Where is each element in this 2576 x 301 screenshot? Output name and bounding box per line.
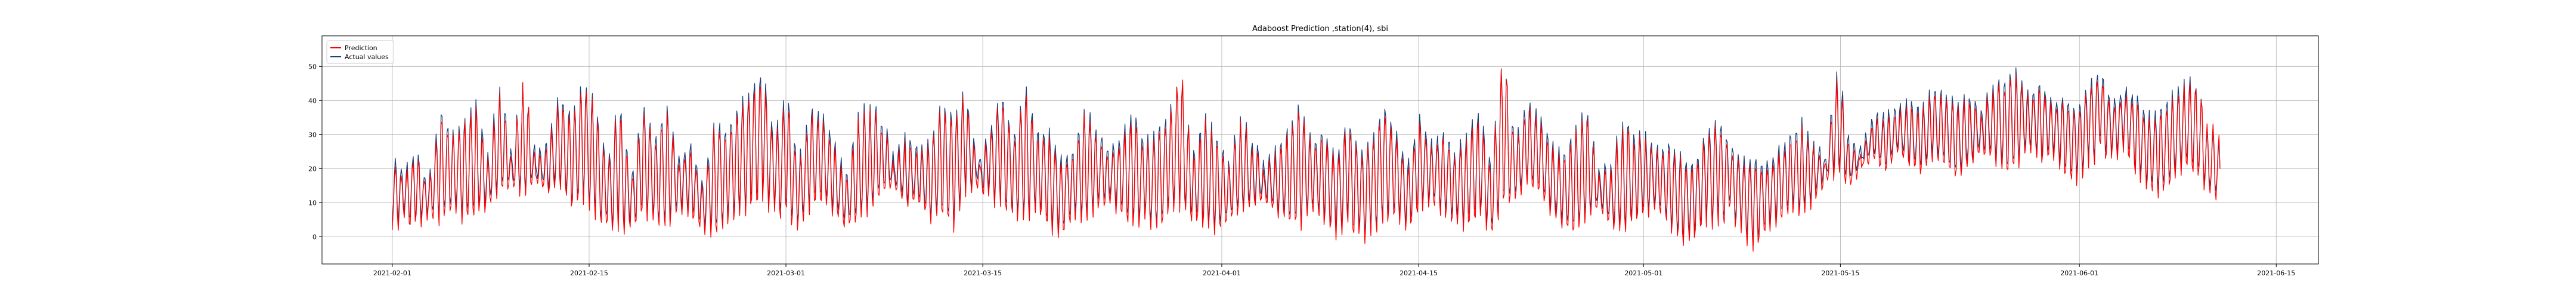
y-tick-label: 30 (308, 131, 317, 139)
chart-title: Adaboost Prediction ,station(4), sbi (1252, 24, 1388, 33)
series-layer (392, 67, 2221, 252)
legend-box (326, 40, 394, 64)
x-tick-label: 2021-02-01 (373, 269, 411, 277)
x-tick-label: 2021-04-15 (1400, 269, 1438, 277)
y-tick-label: 20 (308, 165, 317, 173)
x-tick-label: 2021-02-15 (570, 269, 608, 277)
y-tick-label: 0 (312, 233, 317, 241)
y-tick-label: 40 (308, 97, 317, 105)
x-tick-label: 2021-03-01 (767, 269, 805, 277)
x-tick-label: 2021-05-15 (1821, 269, 1859, 277)
series-line-prediction (392, 69, 2221, 252)
tick-layer: 2021-02-01 2021-02-15 2021-03-01 2021-03-15… (308, 63, 2295, 277)
x-tick-label: 2021-04-01 (1203, 269, 1241, 277)
legend-label-prediction: Prediction (345, 44, 377, 52)
x-tick-label: 2021-05-01 (1624, 269, 1662, 277)
y-tick-label: 50 (308, 63, 317, 70)
plot-frame (321, 35, 2319, 265)
x-tick-label: 2021-03-15 (964, 269, 1002, 277)
grid (322, 36, 2318, 264)
x-tick-label: 2021-06-15 (2257, 269, 2295, 277)
legend-label-actual-values: Actual values (345, 53, 389, 61)
y-tick-label: 10 (308, 199, 317, 207)
legend: Prediction Actual values (326, 40, 394, 64)
x-tick-label: 2021-06-01 (2060, 269, 2098, 277)
